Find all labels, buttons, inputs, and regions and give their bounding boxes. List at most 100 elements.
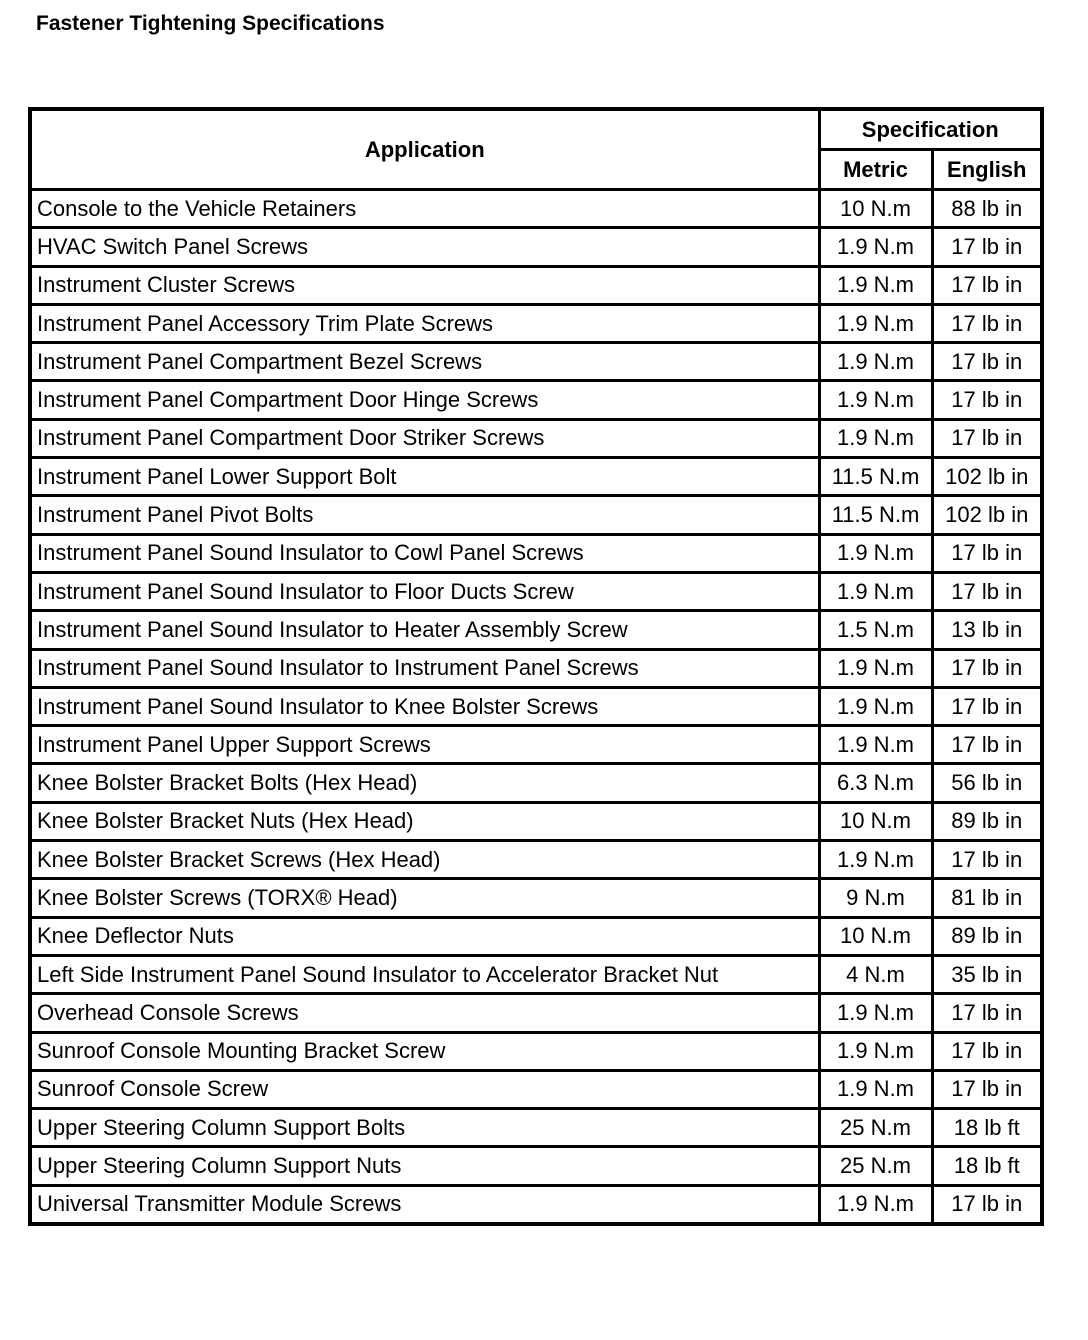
english-cell: 17 lb in (930, 724, 1044, 766)
english-cell: 17 lb in (930, 992, 1044, 1034)
english-cell: 17 lb in (930, 570, 1044, 613)
application-cell: Instrument Panel Compartment Door Hinge … (28, 379, 821, 421)
metric-cell: 6.3 N.m (817, 762, 934, 804)
application-cell: Knee Bolster Bracket Screws (Hex Head) (28, 839, 821, 881)
table-row: Instrument Panel Sound Insulator to Cowl… (28, 532, 1044, 574)
english-cell: 13 lb in (930, 609, 1044, 651)
application-cell: Upper Steering Column Support Nuts (28, 1145, 821, 1187)
metric-cell: 1.9 N.m (817, 724, 934, 766)
english-cell: 17 lb in (930, 532, 1044, 574)
table-row: Upper Steering Column Support Bolts 25 N.… (28, 1107, 1044, 1149)
metric-cell: 1.9 N.m (817, 570, 934, 613)
metric-cell: 25 N.m (817, 1145, 934, 1187)
table-row: Knee Bolster Screws (TORX® Head) 9 N.m 81 … (28, 877, 1044, 919)
application-cell: Upper Steering Column Support Bolts (28, 1107, 821, 1149)
table-row: Instrument Panel Compartment Door Hinge … (28, 379, 1044, 421)
application-cell: Instrument Panel Pivot Bolts (28, 494, 821, 536)
application-cell: Instrument Panel Upper Support Screws (28, 724, 821, 766)
metric-cell: 1.9 N.m (817, 1030, 934, 1072)
english-cell: 17 lb in (930, 1183, 1044, 1226)
metric-cell: 1.9 N.m (817, 839, 934, 881)
metric-cell: 1.9 N.m (817, 417, 934, 460)
english-cell: 18 lb ft (930, 1107, 1044, 1149)
english-cell: 81 lb in (930, 877, 1044, 919)
metric-cell: 1.9 N.m (817, 226, 934, 268)
header-metric: Metric (817, 148, 934, 191)
application-cell: Instrument Panel Sound Insulator to Cowl… (28, 532, 821, 574)
page-title: Fastener Tightening Specifications (36, 12, 385, 35)
application-cell: Overhead Console Screws (28, 992, 821, 1034)
english-cell: 56 lb in (930, 762, 1044, 804)
application-cell: Knee Bolster Bracket Nuts (Hex Head) (28, 800, 821, 843)
metric-cell: 25 N.m (817, 1107, 934, 1149)
metric-cell: 1.9 N.m (817, 992, 934, 1034)
application-cell: Instrument Panel Sound Insulator to Heat… (28, 609, 821, 651)
metric-cell: 1.9 N.m (817, 532, 934, 574)
application-cell: Left Side Instrument Panel Sound Insulat… (28, 953, 821, 996)
metric-cell: 1.9 N.m (817, 685, 934, 728)
table-row: Left Side Instrument Panel Sound Insulat… (28, 953, 1044, 996)
metric-cell: 1.9 N.m (817, 341, 934, 383)
table-row: Instrument Panel Sound Insulator to Knee… (28, 685, 1044, 728)
fastener-spec-table: Application Specification Metric English… (28, 107, 1045, 1227)
table-row: Knee Bolster Bracket Screws (Hex Head) 1.… (28, 839, 1044, 881)
english-cell: 17 lb in (930, 264, 1044, 306)
application-cell: Instrument Panel Sound Insulator to Knee… (28, 685, 821, 728)
header-application: Application (28, 107, 821, 191)
application-cell: Instrument Panel Sound Insulator to Inst… (28, 647, 821, 689)
application-cell: Universal Transmitter Module Screws (28, 1183, 821, 1226)
application-cell: HVAC Switch Panel Screws (28, 226, 821, 268)
english-cell: 17 lb in (930, 226, 1044, 268)
english-cell: 17 lb in (930, 647, 1044, 689)
table-row: Instrument Panel Sound Insulator to Heat… (28, 609, 1044, 651)
application-cell: Knee Deflector Nuts (28, 915, 821, 957)
english-cell: 17 lb in (930, 685, 1044, 728)
table-row: Instrument Cluster Screws 1.9 N.m 17 lb in (28, 264, 1044, 306)
table-row: Knee Bolster Bracket Nuts (Hex Head) 10 N… (28, 800, 1044, 843)
english-cell: 89 lb in (930, 800, 1044, 843)
application-cell: Instrument Panel Sound Insulator to Floo… (28, 570, 821, 613)
table-row: Instrument Panel Sound Insulator to Floo… (28, 570, 1044, 613)
table-row: Instrument Panel Compartment Door Strike… (28, 417, 1044, 460)
metric-cell: 9 N.m (817, 877, 934, 919)
table-row: Instrument Panel Lower Support Bolt 11.5 … (28, 456, 1044, 498)
english-cell: 17 lb in (930, 417, 1044, 460)
metric-cell: 1.9 N.m (817, 302, 934, 345)
metric-cell: 1.9 N.m (817, 1068, 934, 1111)
metric-cell: 10 N.m (817, 915, 934, 957)
english-cell: 17 lb in (930, 1068, 1044, 1111)
english-cell: 18 lb ft (930, 1145, 1044, 1187)
table-row: Overhead Console Screws 1.9 N.m 17 lb in (28, 992, 1044, 1034)
application-cell: Instrument Panel Compartment Door Strike… (28, 417, 821, 460)
english-cell: 35 lb in (930, 953, 1044, 996)
table-row: Instrument Panel Pivot Bolts 11.5 N.m 102 … (28, 494, 1044, 536)
table-row: Sunroof Console Mounting Bracket Screw 1.… (28, 1030, 1044, 1072)
application-cell: Instrument Cluster Screws (28, 264, 821, 306)
application-cell: Instrument Panel Compartment Bezel Screw… (28, 341, 821, 383)
table-row: Knee Bolster Bracket Bolts (Hex Head) 6.3… (28, 762, 1044, 804)
table-row: Instrument Panel Upper Support Screws 1.9… (28, 724, 1044, 766)
table-row: Instrument Panel Sound Insulator to Inst… (28, 647, 1044, 689)
table-row: Console to the Vehicle Retainers 10 N.m 88… (28, 187, 1044, 230)
metric-cell: 11.5 N.m (817, 494, 934, 536)
english-cell: 17 lb in (930, 1030, 1044, 1072)
english-cell: 89 lb in (930, 915, 1044, 957)
application-cell: Sunroof Console Screw (28, 1068, 821, 1111)
application-cell: Instrument Panel Accessory Trim Plate Sc… (28, 302, 821, 345)
english-cell: 88 lb in (930, 187, 1044, 230)
table-row: Upper Steering Column Support Nuts 25 N.m… (28, 1145, 1044, 1187)
english-cell: 102 lb in (930, 456, 1044, 498)
header-english: English (930, 148, 1044, 191)
application-cell: Knee Bolster Bracket Bolts (Hex Head) (28, 762, 821, 804)
table-row: HVAC Switch Panel Screws 1.9 N.m 17 lb in (28, 226, 1044, 268)
english-cell: 17 lb in (930, 379, 1044, 421)
english-cell: 17 lb in (930, 341, 1044, 383)
metric-cell: 1.9 N.m (817, 379, 934, 421)
metric-cell: 10 N.m (817, 187, 934, 230)
application-cell: Console to the Vehicle Retainers (28, 187, 821, 230)
header-specification: Specification (817, 107, 1044, 151)
metric-cell: 4 N.m (817, 953, 934, 996)
english-cell: 102 lb in (930, 494, 1044, 536)
application-cell: Instrument Panel Lower Support Bolt (28, 456, 821, 498)
table-row: Instrument Panel Compartment Bezel Screw… (28, 341, 1044, 383)
